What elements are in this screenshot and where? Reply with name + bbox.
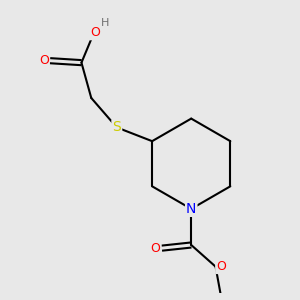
Text: H: H	[101, 18, 109, 28]
Text: S: S	[112, 120, 121, 134]
Text: O: O	[216, 260, 226, 273]
Text: N: N	[186, 202, 196, 216]
Text: O: O	[151, 242, 160, 255]
Text: O: O	[39, 54, 49, 67]
Text: O: O	[90, 26, 100, 39]
